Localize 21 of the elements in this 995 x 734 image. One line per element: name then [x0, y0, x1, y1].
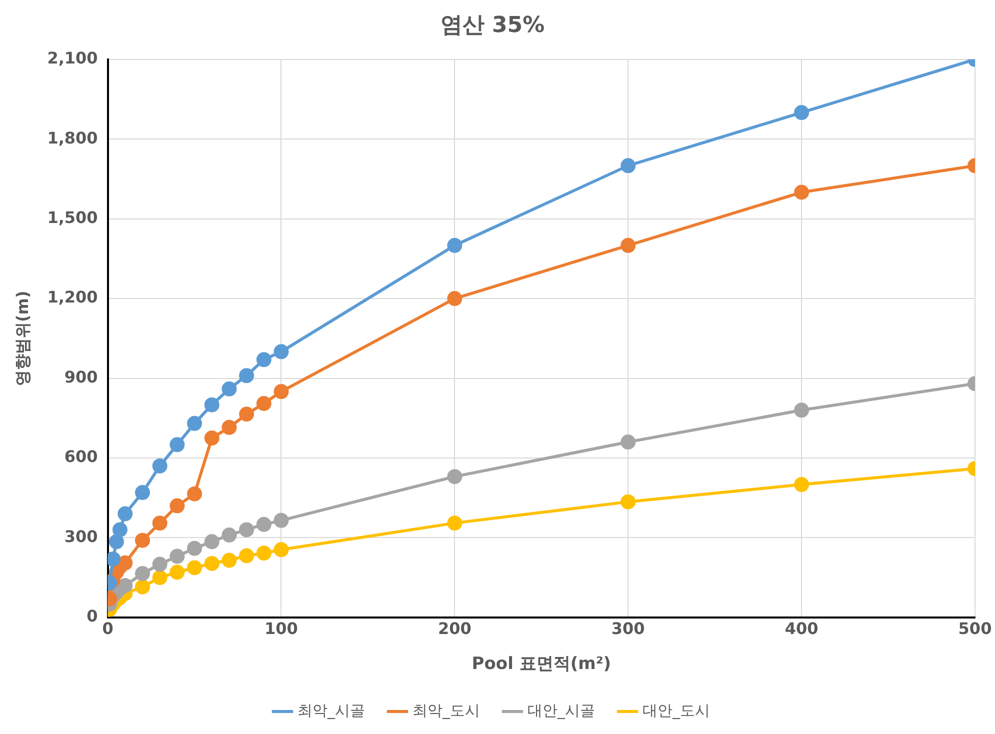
x-tick-label: 400	[784, 619, 818, 638]
y-tick-label: 2,100	[47, 48, 98, 68]
y-tick-label: 1,200	[47, 288, 98, 307]
x-tick-label: 100	[264, 619, 298, 638]
x-tick-label: 200	[438, 619, 472, 638]
x-tick-label: 300	[611, 619, 645, 638]
legend-label: 대안_시골	[528, 701, 595, 720]
y-tick-label: 1,500	[47, 208, 98, 227]
y-tick-label: 0	[86, 606, 98, 626]
x-tick-label: 0	[102, 619, 114, 638]
y-axis-title: 영향범위(m)	[12, 290, 32, 386]
y-tick-label: 900	[64, 367, 98, 386]
legend-label: 대안_도시	[642, 701, 710, 720]
x-tick-label: 500	[958, 619, 992, 638]
y-tick-label: 600	[64, 447, 98, 466]
x-axis-title: Pool 표면적(m²)	[472, 654, 612, 674]
y-tick-label: 1,800	[47, 128, 98, 148]
chart-title: 염산 35%	[440, 12, 545, 38]
y-tick-label: 300	[64, 526, 98, 546]
legend-label: 최악_시골	[298, 701, 365, 720]
legend-label: 최악_도시	[412, 701, 480, 720]
